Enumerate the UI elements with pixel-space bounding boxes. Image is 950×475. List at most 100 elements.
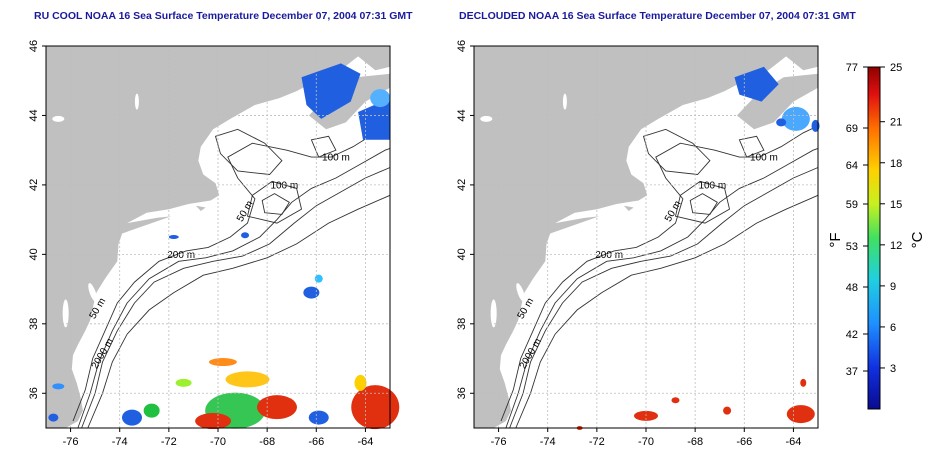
sst-cool-patch xyxy=(370,89,391,108)
x-tick-label: -64 xyxy=(357,436,373,448)
land-mass xyxy=(474,46,818,428)
y-tick-label: 36 xyxy=(28,387,40,399)
sst-warm-patch xyxy=(671,397,680,404)
panel-2-title: DECLOUDED NOAA 16 Sea Surface Temperatur… xyxy=(459,10,856,22)
x-tick-label: -66 xyxy=(308,436,324,448)
fahrenheit-tick-label: 48 xyxy=(846,282,858,294)
x-tick-label: -70 xyxy=(638,436,654,448)
celsius-tick-label: 3 xyxy=(890,363,896,375)
sst-cold-patch xyxy=(48,413,59,422)
isobath-georges-bank xyxy=(246,180,303,224)
land-nova-scotia xyxy=(736,73,818,130)
sst-cold-patch xyxy=(776,118,787,127)
isobath-2000m xyxy=(515,194,819,429)
x-tick-label: -76 xyxy=(63,436,79,448)
sst-cold-patch xyxy=(358,98,390,140)
bay xyxy=(88,283,98,303)
sst-cold-patch xyxy=(122,409,142,426)
y-tick-label: 38 xyxy=(28,318,40,330)
y-tick-label: 44 xyxy=(28,109,40,121)
sst-warm-patch xyxy=(351,385,400,430)
isobath-100m xyxy=(505,147,819,429)
y-tick-label: 40 xyxy=(28,248,40,260)
contour-label: 100 m xyxy=(750,153,778,164)
x-tick-label: -70 xyxy=(210,436,226,448)
y-tick-label: 36 xyxy=(456,387,468,399)
x-tick-label: -72 xyxy=(589,436,605,448)
lake xyxy=(134,93,139,110)
contour-label: 100 m xyxy=(322,153,350,164)
y-tick-label: 46 xyxy=(456,40,468,52)
celsius-tick-label: 12 xyxy=(890,240,902,252)
isobath-200m xyxy=(81,167,391,429)
land-island xyxy=(623,205,634,211)
x-tick-label: -72 xyxy=(161,436,177,448)
sst-warm-patch xyxy=(208,358,237,367)
sst-cold-patch xyxy=(168,235,179,239)
sst-warm-patch xyxy=(256,395,297,420)
land-mass xyxy=(46,46,390,428)
x-tick-label: -66 xyxy=(736,436,752,448)
fahrenheit-tick-label: 77 xyxy=(846,62,858,74)
fahrenheit-axis-label: °F xyxy=(827,232,844,247)
bay xyxy=(490,299,497,328)
fahrenheit-tick-label: 64 xyxy=(846,160,858,172)
sst-warm-patch xyxy=(225,371,270,388)
y-tick-label: 46 xyxy=(28,40,40,52)
lake xyxy=(52,115,65,122)
x-tick-label: -68 xyxy=(259,436,275,448)
isobath-200m xyxy=(509,167,819,429)
fahrenheit-tick-label: 53 xyxy=(846,241,858,253)
temperature-colorbar: 77 69 64 59 53 48 42 37 25 21 18 15 12 9 6 3 °F °C xyxy=(827,62,926,410)
sst-cold-patch xyxy=(308,410,329,425)
y-tick-label: 44 xyxy=(456,109,468,121)
isobath-gulf-of-maine xyxy=(642,128,711,175)
isobath-2000m xyxy=(87,194,391,429)
celsius-tick-label: 15 xyxy=(890,199,902,211)
sst-warm-patch xyxy=(195,413,232,430)
sst-cold-patch xyxy=(734,66,779,102)
x-tick-label: -76 xyxy=(491,436,507,448)
x-tick-label: -74 xyxy=(540,436,556,448)
y-tick-label: 40 xyxy=(456,248,468,260)
contour-label: 100 m xyxy=(698,180,726,191)
isobath-50m xyxy=(72,125,391,422)
x-tick-label: -64 xyxy=(785,436,801,448)
panel-1-title: RU COOL NOAA 16 Sea Surface Temperature … xyxy=(34,10,413,22)
celsius-tick-label: 9 xyxy=(890,281,896,293)
colorbar-gradient xyxy=(867,66,881,410)
isobath-georges-bank-inner xyxy=(689,193,718,215)
x-tick-label: -74 xyxy=(112,436,128,448)
isobath-50m xyxy=(500,125,819,422)
celsius-axis-label: °C xyxy=(909,231,926,248)
bay xyxy=(516,283,526,303)
sst-cool-patch xyxy=(52,383,65,390)
celsius-tick-label: 25 xyxy=(890,62,902,74)
isobath-georges-bank-inner xyxy=(261,193,290,215)
fahrenheit-tick-label: 59 xyxy=(846,199,858,211)
fahrenheit-tick-label: 69 xyxy=(846,123,858,135)
contour-label: 200 m xyxy=(167,250,195,261)
celsius-tick-label: 18 xyxy=(890,158,902,170)
contour-label: 200 m xyxy=(595,250,623,261)
isobath-gulf-of-maine xyxy=(214,128,283,175)
isobath-100m xyxy=(77,147,391,429)
sst-cold-patch xyxy=(301,63,361,119)
bay xyxy=(62,299,69,328)
land-island xyxy=(195,205,206,211)
celsius-tick-label: 6 xyxy=(890,322,896,334)
contour-label: 100 m xyxy=(270,180,298,191)
y-tick-label: 42 xyxy=(28,179,40,191)
sst-warm-patch xyxy=(800,378,807,387)
y-tick-label: 38 xyxy=(456,318,468,330)
fahrenheit-tick-label: 42 xyxy=(846,329,858,341)
x-tick-label: -68 xyxy=(687,436,703,448)
sst-cold-patch xyxy=(241,232,250,239)
sst-mid-patch xyxy=(143,403,160,418)
sst-cool-patch xyxy=(781,106,810,131)
sst-warm-patch xyxy=(354,374,367,391)
sst-warm-patch xyxy=(786,405,815,424)
fahrenheit-tick-label: 37 xyxy=(846,366,858,378)
